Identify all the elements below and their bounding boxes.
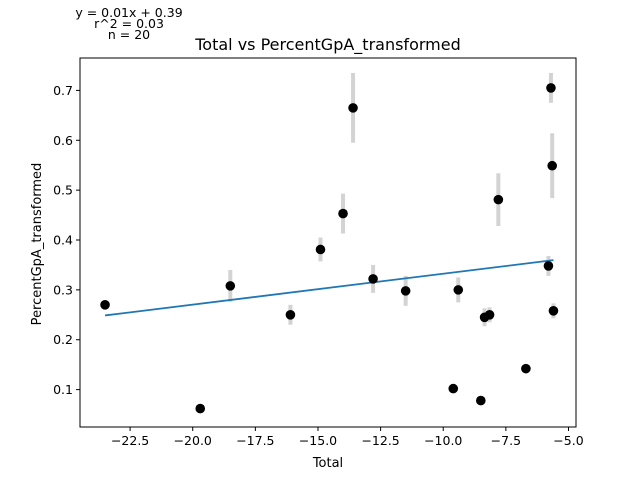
x-tick-label-0: −22.5 (111, 433, 149, 448)
fit-annotation-2: n = 20 (108, 27, 150, 42)
data-point-11 (476, 395, 486, 406)
chart-title: Total vs PercentGpA_transformed (194, 35, 460, 55)
y-axis-ticks: 0.1 0.2 0.3 0.4 0.5 0.6 0.7 (53, 83, 80, 397)
fit-annotation-1: r^2 = 0.03 (94, 16, 164, 31)
data-point-17 (546, 83, 556, 93)
x-tick-label-2: −17.5 (236, 433, 274, 448)
error-bars (228, 72, 556, 327)
x-axis-label: Total (312, 456, 343, 471)
data-point-6 (348, 103, 358, 113)
y-tick-label-6: 0.7 (53, 83, 73, 98)
y-tick-label-3: 0.4 (53, 233, 73, 248)
x-axis-ticks: −22.5 −20.0 −17.5 −15.0 −12.5 −10.0 −7.5 −5.0 (111, 427, 584, 448)
plot-frame (79, 57, 577, 428)
data-point-18 (547, 160, 558, 171)
data-point-0 (100, 300, 110, 310)
data-point-7 (368, 274, 378, 284)
fit-annotation-0: y = 0.01x + 0.39 (75, 5, 182, 20)
x-tick-label-6: −7.5 (491, 433, 521, 448)
data-point-3 (285, 310, 296, 320)
data-point-16 (543, 261, 554, 271)
data-point-8 (400, 286, 411, 296)
fit-annotations: y = 0.01x + 0.39r^2 = 0.03n = 20 (75, 5, 182, 42)
y-tick-label-4: 0.5 (53, 183, 73, 198)
y-axis-label: PercentGpA_transformed (30, 163, 45, 326)
data-point-14 (493, 194, 504, 205)
data-point-19 (548, 306, 559, 316)
data-points (100, 83, 559, 414)
data-point-1 (195, 403, 206, 414)
y-tick-label-1: 0.2 (53, 332, 73, 347)
y-tick-label-5: 0.6 (53, 133, 73, 148)
x-tick-label-7: −5.0 (553, 433, 583, 448)
data-point-2 (225, 281, 236, 291)
regression-line (104, 259, 554, 317)
data-point-4 (315, 244, 326, 255)
x-tick-label-4: −12.5 (361, 433, 399, 448)
y-tick-label-2: 0.3 (53, 282, 73, 297)
x-tick-label-3: −15.0 (299, 433, 337, 448)
data-point-13 (484, 310, 495, 320)
data-point-10 (453, 285, 464, 295)
x-tick-label-1: −20.0 (174, 433, 212, 448)
y-tick-label-0: 0.1 (53, 382, 73, 397)
data-point-9 (448, 383, 459, 394)
data-point-15 (521, 363, 531, 374)
x-tick-label-5: −10.0 (424, 433, 462, 448)
data-point-5 (338, 208, 348, 219)
